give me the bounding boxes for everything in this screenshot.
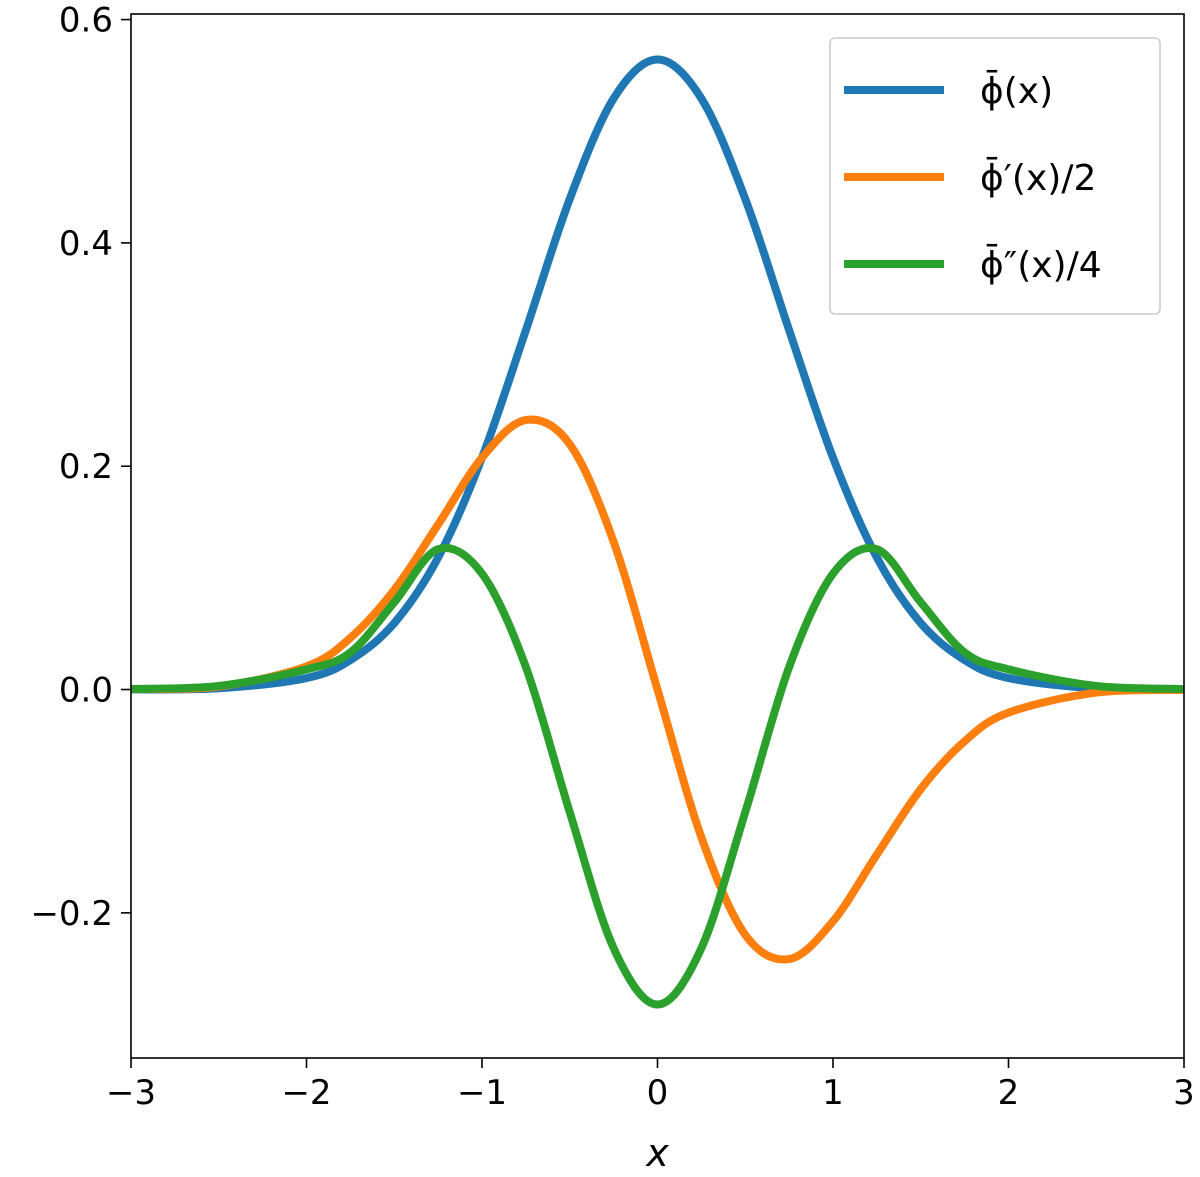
x-tick-label: −2 — [281, 1073, 331, 1113]
y-tick-label: −0.2 — [30, 894, 113, 934]
y-tick-label: 0.4 — [59, 224, 113, 264]
series-line-3 — [130, 544, 1185, 1009]
legend: ϕ̄(x) ϕ̄′(x)/2 ϕ̄″(x)/4 — [829, 37, 1161, 315]
x-tick-label: −3 — [106, 1073, 156, 1113]
x-tick-label: 0 — [647, 1073, 669, 1113]
y-tick-label: 0.6 — [59, 1, 113, 41]
x-tick-label: 3 — [1173, 1073, 1195, 1113]
y-tick-label: 0.0 — [59, 671, 113, 711]
x-tick-label: 2 — [998, 1073, 1020, 1113]
x-tick-label: 1 — [822, 1073, 844, 1113]
legend-box — [829, 37, 1161, 315]
ticks-layer: −3 −2 −1 0 1 2 3 −0.2 0.0 0.2 0.4 0.6 — [30, 1, 1194, 1113]
y-tick-label: 0.2 — [59, 447, 113, 487]
series-line-2 — [130, 415, 1185, 964]
legend-entry-label: ϕ̄″(x)/4 — [980, 243, 1102, 286]
series-layer — [130, 55, 1185, 1009]
x-axis-label: x — [645, 1131, 669, 1175]
legend-entry-label: ϕ̄(x) — [980, 69, 1053, 112]
series-line-1 — [130, 55, 1185, 694]
x-tick-label: −1 — [457, 1073, 507, 1113]
legend-entry-label: ϕ̄′(x)/2 — [980, 156, 1096, 199]
